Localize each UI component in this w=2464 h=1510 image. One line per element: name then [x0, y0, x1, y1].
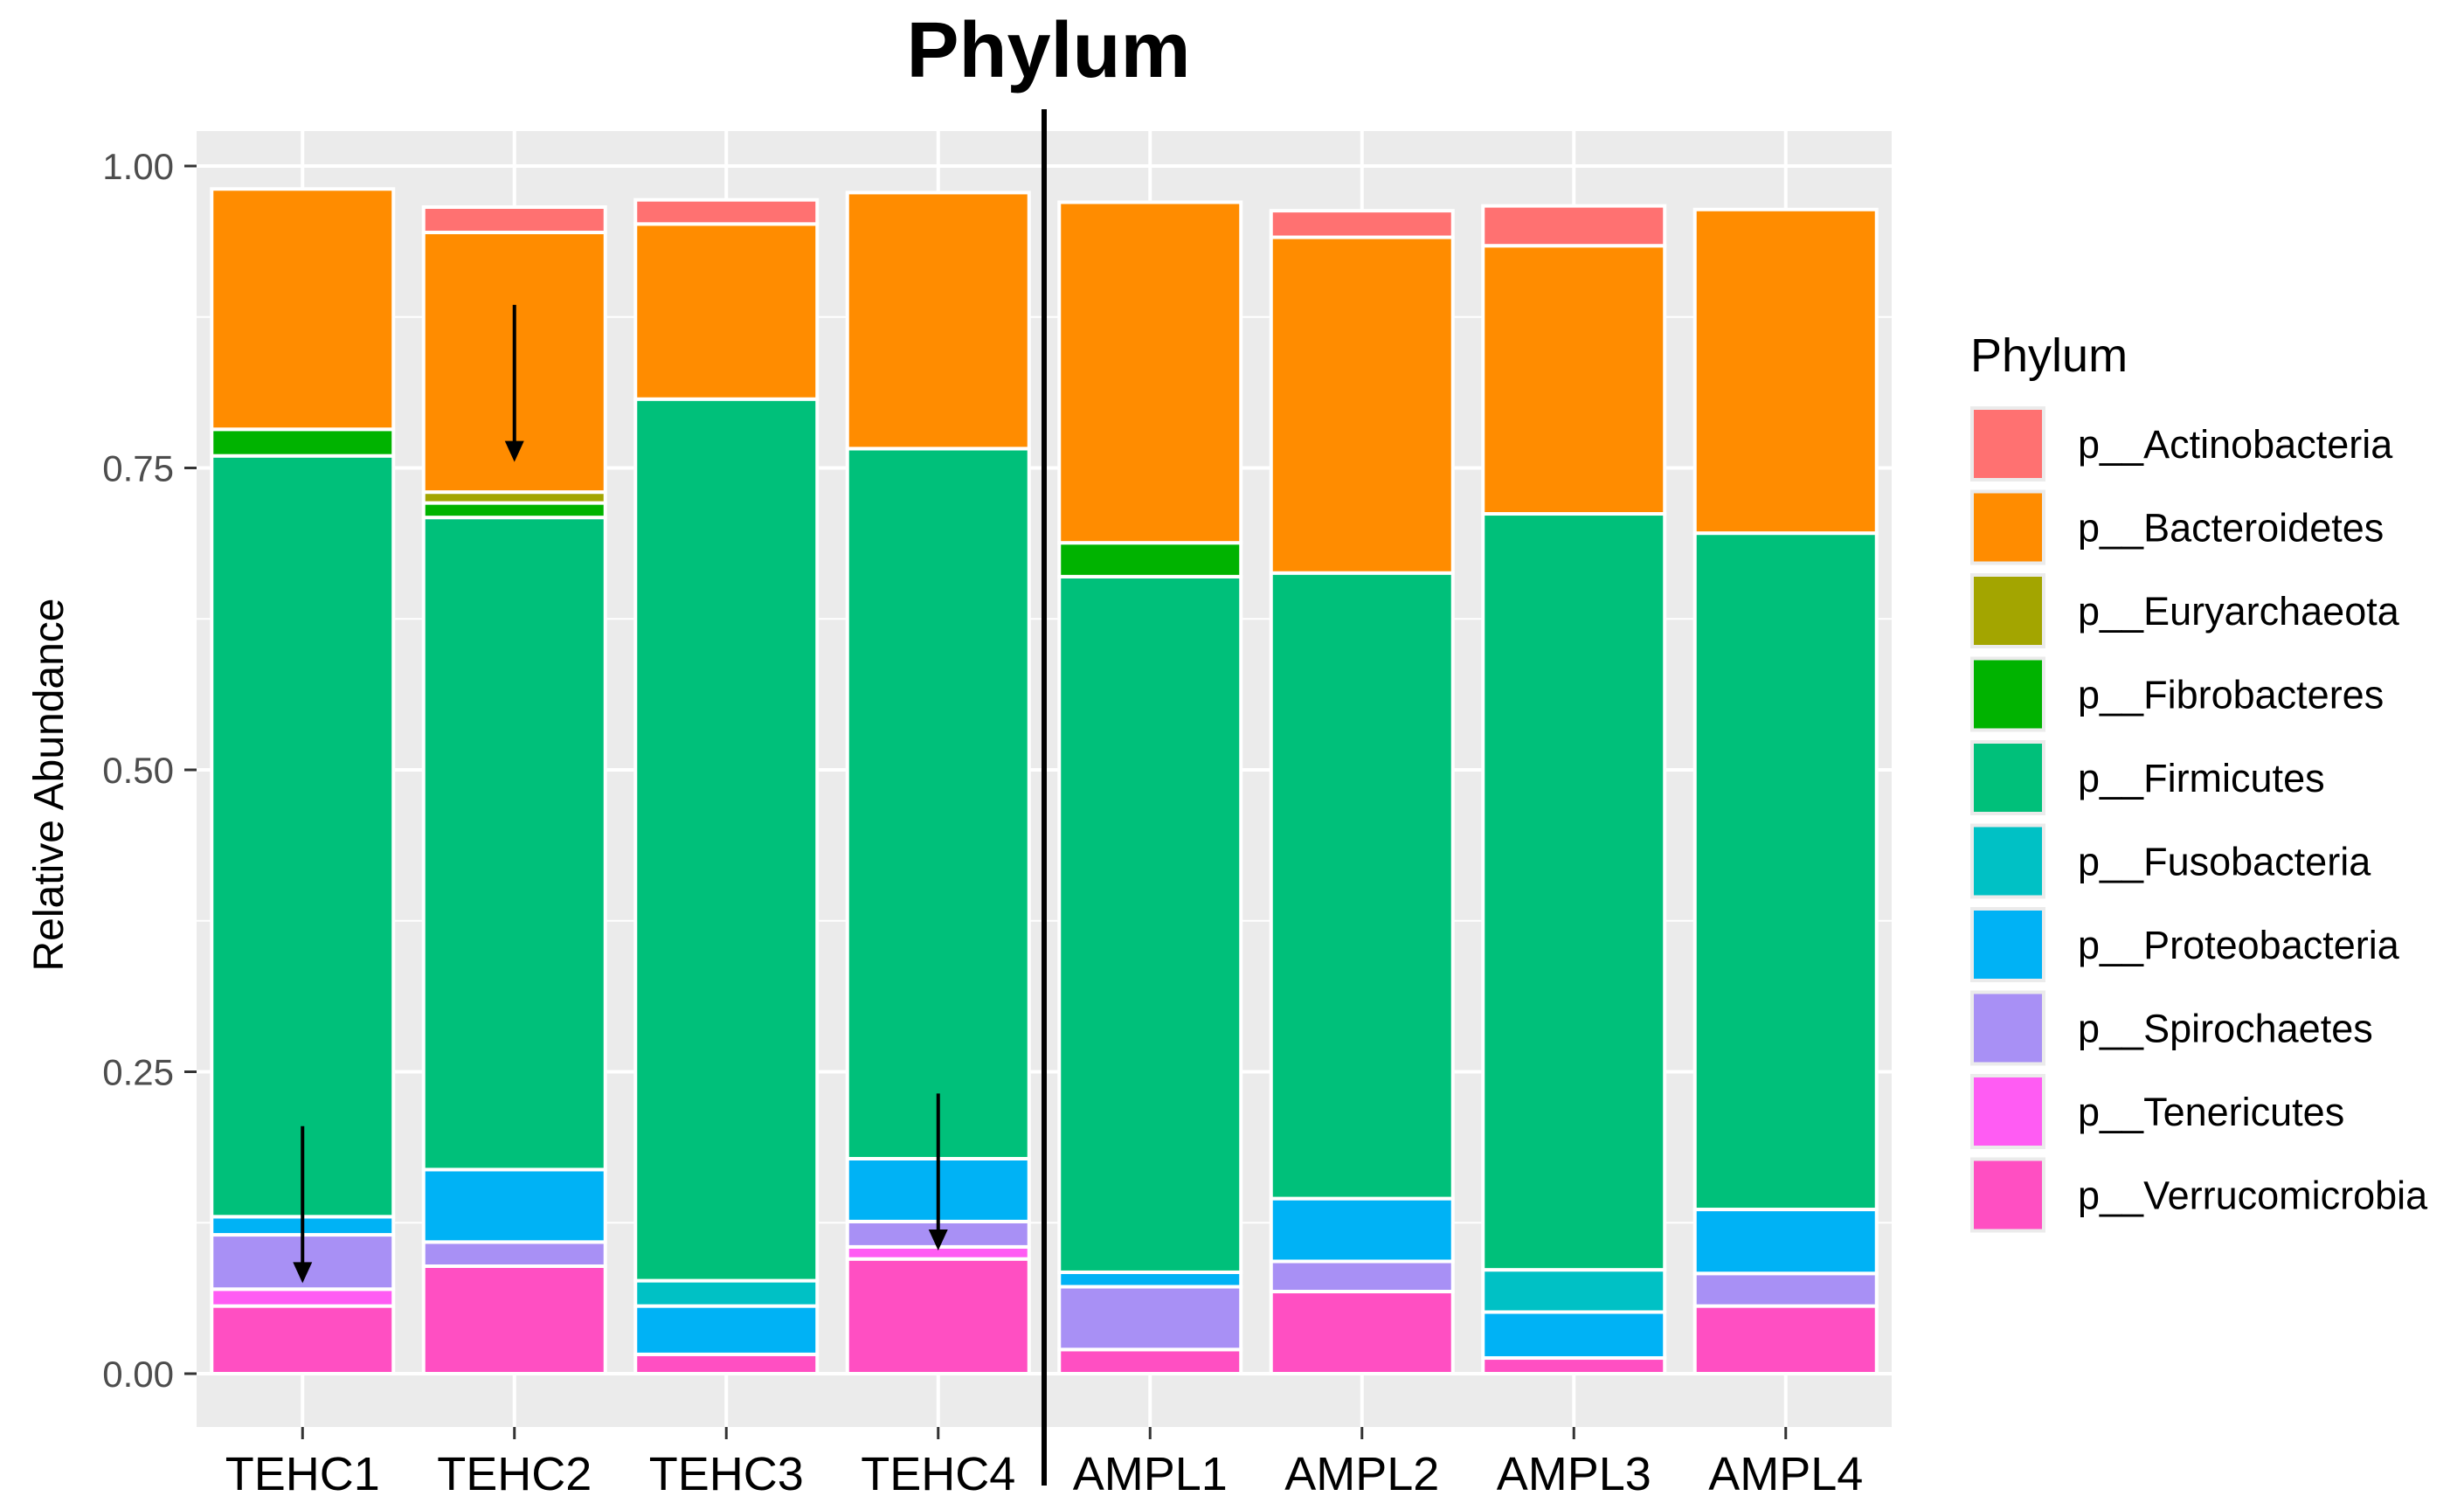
- bar-segment-ampl4-pproteobacteria: [1692, 1208, 1879, 1276]
- bar-segment-ampl2-pfirmicutes: [1269, 571, 1455, 1201]
- bar-segment-ampl1-pfirmicutes: [1057, 574, 1243, 1274]
- bar-segment-tehc3-pbacteroidetes: [633, 222, 820, 401]
- bar-segment-ampl2-pspirochaetes: [1269, 1259, 1455, 1294]
- bar-segment-tehc3-pfirmicutes: [633, 397, 820, 1283]
- bar-segment-tehc3-pverrucomicrobia: [633, 1352, 820, 1375]
- bar-segment-tehc1-pfirmicutes: [210, 454, 396, 1219]
- legend-swatch-pproteobacteria: [1974, 911, 2042, 979]
- legend-swatch-pbacteroidetes: [1974, 493, 2042, 562]
- legend-label-pfirmicutes: p__Firmicutes: [2078, 756, 2325, 800]
- x-axis: TEHC1 TEHC2 TEHC3 TEHC4 AMPL1 AMPL2 AMPL3 AMPL4: [225, 1427, 1863, 1500]
- legend-swatch-pfirmicutes: [1974, 744, 2042, 812]
- annotations: [293, 109, 1047, 1486]
- bar-segment-tehc1-pfibrobacteres: [210, 427, 396, 458]
- bar-segment-ampl2-pverrucomicrobia: [1269, 1290, 1455, 1376]
- bar-segment-ampl3-pverrucomicrobia: [1481, 1356, 1667, 1376]
- legend-label-peuryarchaeota: p__Euryarchaeota: [2078, 589, 2400, 634]
- legend-swatch-pactinobacteria: [1974, 410, 2042, 478]
- y-axis-label: Relative Abundance: [26, 599, 73, 972]
- x-tick-label-tehc2: TEHC2: [437, 1448, 592, 1500]
- legend-label-pproteobacteria: p__Proteobacteria: [2078, 923, 2400, 967]
- bar-segment-ampl3-pproteobacteria: [1481, 1310, 1667, 1361]
- bar-segment-ampl4-pfirmicutes: [1692, 531, 1879, 1212]
- bar-segment-ampl3-pactinobacteria: [1481, 204, 1667, 248]
- legend-label-pactinobacteria: p__Actinobacteria: [2078, 422, 2393, 467]
- bar-segment-ampl2-pactinobacteria: [1269, 209, 1455, 239]
- bar-segment-tehc4-pbacteroidetes: [845, 190, 1031, 451]
- bar-segment-tehc2-pfibrobacteres: [421, 501, 607, 520]
- legend-label-pspirochaetes: p__Spirochaetes: [2078, 1007, 2373, 1051]
- bar-segment-ampl3-pfirmicutes: [1481, 512, 1667, 1272]
- y-tick-label: 0.50: [102, 750, 174, 791]
- bars: [210, 187, 1879, 1376]
- chart-title: Phylum: [906, 7, 1190, 94]
- y-tick-label: 0.25: [102, 1052, 174, 1093]
- bar-segment-ampl3-pbacteroidetes: [1481, 244, 1667, 516]
- bar-segment-ampl2-pbacteroidetes: [1269, 235, 1455, 575]
- arrowhead-tehc1: [293, 1262, 313, 1284]
- bar-segment-ampl2-pproteobacteria: [1269, 1196, 1455, 1264]
- legend-swatch-pfibrobacteres: [1974, 660, 2042, 729]
- legend-title: Phylum: [1970, 329, 2128, 382]
- bar-segment-ampl4-pspirochaetes: [1692, 1271, 1879, 1308]
- legend-label-pfusobacteria: p__Fusobacteria: [2078, 840, 2371, 884]
- bar-segment-tehc1-pbacteroidetes: [210, 187, 396, 432]
- legend-swatch-pverrucomicrobia: [1974, 1160, 2042, 1229]
- bar-segment-tehc2-pverrucomicrobia: [421, 1264, 607, 1375]
- y-tick-label: 0.75: [102, 448, 174, 489]
- bar-segment-tehc3-pactinobacteria: [633, 197, 820, 226]
- bar-segment-ampl1-pbacteroidetes: [1057, 200, 1243, 545]
- x-tick-label-ampl4: AMPL4: [1708, 1448, 1863, 1500]
- bar-segment-tehc4-pfirmicutes: [845, 447, 1031, 1161]
- bar-segment-ampl4-pverrucomicrobia: [1692, 1304, 1879, 1376]
- x-tick-label-tehc1: TEHC1: [225, 1448, 380, 1500]
- bar-segment-tehc1-ptenericutes: [210, 1287, 396, 1308]
- arrowhead-tehc2: [504, 440, 524, 462]
- bar-segment-tehc2-pproteobacteria: [421, 1167, 607, 1244]
- legend-swatch-pfusobacteria: [1974, 827, 2042, 896]
- legend-swatch-ptenericutes: [1974, 1077, 2042, 1146]
- legend-swatch-pspirochaetes: [1974, 994, 2042, 1063]
- bar-segment-ampl3-pfusobacteria: [1481, 1268, 1667, 1314]
- legend-label-pfibrobacteres: p__Fibrobacteres: [2078, 673, 2384, 717]
- legend-swatch-peuryarchaeota: [1974, 577, 2042, 645]
- bar-segment-ampl4-pbacteroidetes: [1692, 207, 1879, 536]
- bar-segment-tehc3-pfusobacteria: [633, 1278, 820, 1308]
- x-tick-label-tehc4: TEHC4: [861, 1448, 1015, 1500]
- legend: Phylum p__Actinobacteria p__Bacteroidetes…: [1970, 329, 2428, 1233]
- x-tick-label-tehc3: TEHC3: [649, 1448, 804, 1500]
- x-tick-label-ampl2: AMPL2: [1284, 1448, 1439, 1500]
- bar-segment-tehc4-pverrucomicrobia: [845, 1257, 1031, 1375]
- bar-segment-ampl1-pfibrobacteres: [1057, 541, 1243, 578]
- bar-segment-tehc2-pactinobacteria: [421, 204, 607, 235]
- bar-segment-ampl1-pspirochaetes: [1057, 1285, 1243, 1352]
- legend-label-pverrucomicrobia: p__Verrucomicrobia: [2078, 1174, 2428, 1218]
- x-tick-label-ampl1: AMPL1: [1073, 1448, 1228, 1500]
- y-tick-label: 0.00: [102, 1354, 174, 1395]
- bar-segment-tehc1-pverrucomicrobia: [210, 1304, 396, 1376]
- y-tick-label: 1.00: [102, 146, 174, 187]
- bar-segment-ampl1-pverrucomicrobia: [1057, 1347, 1243, 1375]
- arrowhead-tehc4: [928, 1229, 948, 1251]
- x-tick-label-ampl3: AMPL3: [1497, 1448, 1651, 1500]
- bar-segment-tehc2-pfirmicutes: [421, 516, 607, 1172]
- legend-label-ptenericutes: p__Tenericutes: [2078, 1090, 2344, 1134]
- legend-label-pbacteroidetes: p__Bacteroidetes: [2078, 506, 2384, 551]
- bar-segment-tehc3-pproteobacteria: [633, 1304, 820, 1356]
- bar-segment-ampl1-pproteobacteria: [1057, 1270, 1243, 1289]
- bar-segment-tehc2-pspirochaetes: [421, 1240, 607, 1269]
- y-axis: 0.00 0.25 0.50 0.75 1.00: [102, 146, 197, 1395]
